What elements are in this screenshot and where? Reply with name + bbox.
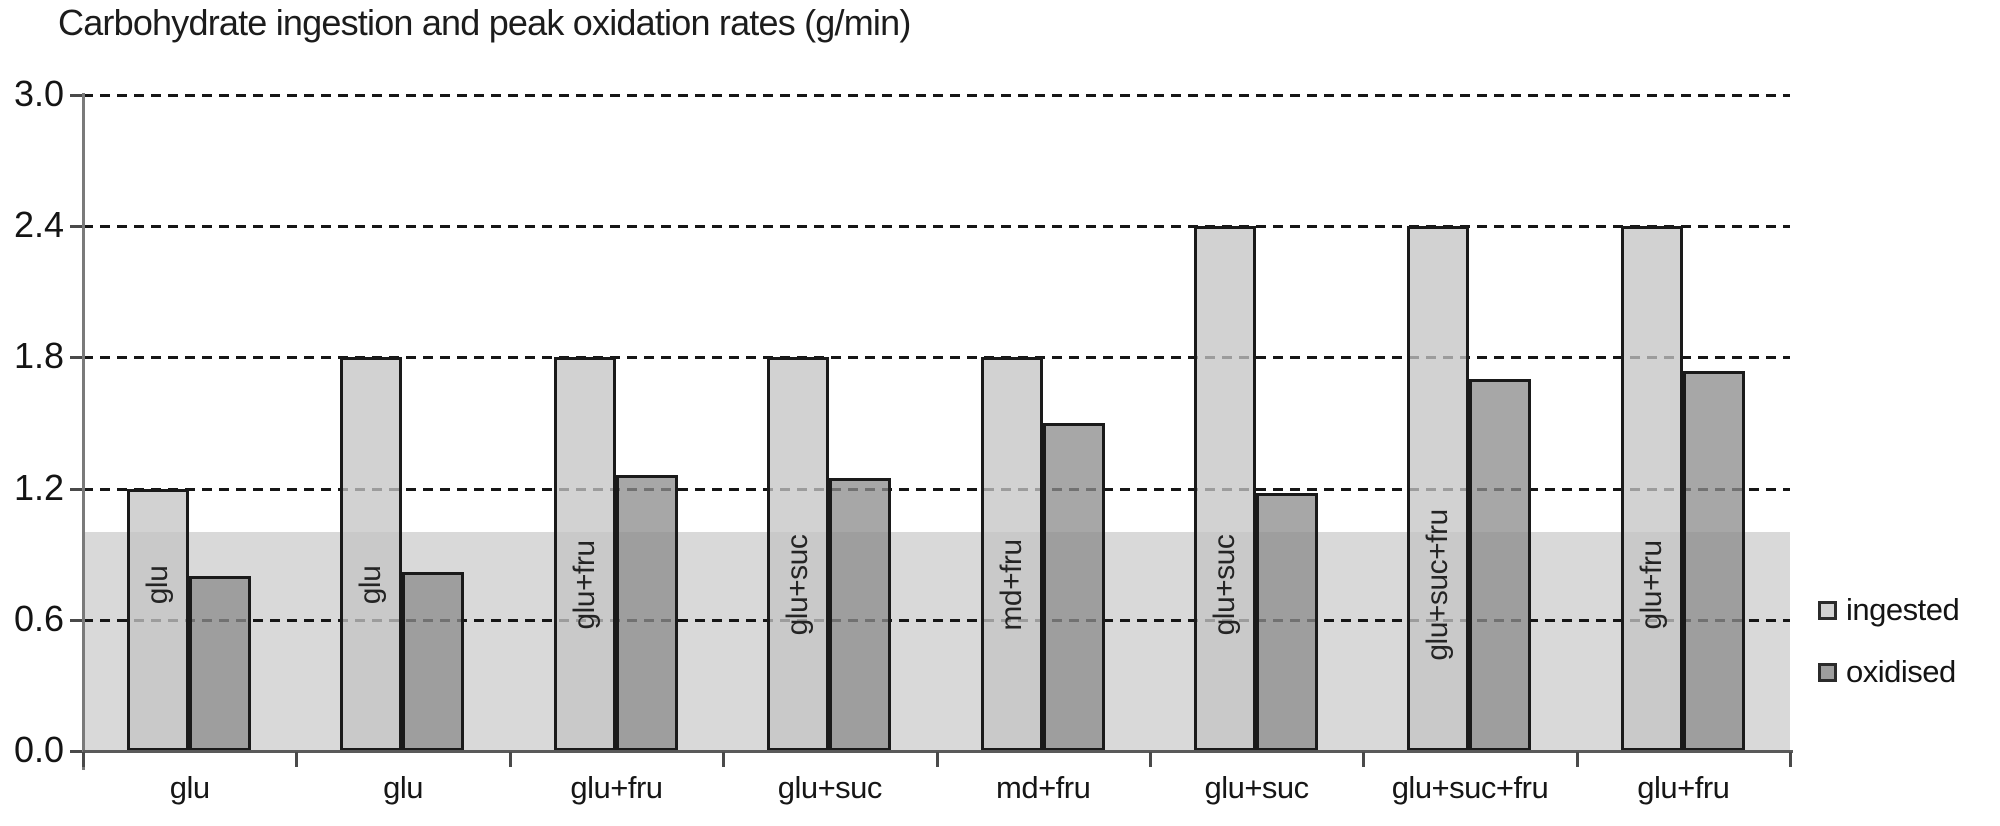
in-bar-label: glu <box>354 565 387 605</box>
x-axis-tick <box>82 752 85 767</box>
oxidised-bar <box>189 576 251 751</box>
ingested-bar <box>1407 226 1469 751</box>
x-category-label: glu+suc <box>1204 770 1309 805</box>
y-tick-label: 0.0 <box>13 729 64 770</box>
y-tick-label: 1.2 <box>13 466 64 508</box>
x-axis-tick <box>295 752 298 767</box>
y-axis-tick <box>70 487 83 491</box>
x-axis-tick <box>936 752 939 767</box>
gridline <box>83 618 1790 622</box>
x-category-label: glu+suc <box>777 770 883 805</box>
ingested-swatch-icon <box>1818 600 1837 620</box>
gridline <box>83 487 1790 491</box>
in-bar-label: glu+suc <box>781 534 814 636</box>
ingested-bar <box>767 357 829 751</box>
y-axis-tick <box>70 618 83 622</box>
legend-label-oxidised: oxidised <box>1846 654 1956 689</box>
y-axis-tick <box>70 225 83 229</box>
oxidised-swatch-icon <box>1818 662 1837 682</box>
x-axis-tick <box>1149 752 1152 767</box>
x-axis-tick <box>1576 752 1579 767</box>
oxidised-bar <box>1043 423 1105 751</box>
gridline <box>83 225 1790 229</box>
x-axis-tick <box>509 752 512 767</box>
oxidised-bar <box>829 477 891 751</box>
in-bar-label: glu+suc <box>1208 534 1241 636</box>
y-axis-tick <box>70 750 83 753</box>
x-category-label: glu <box>383 770 423 805</box>
y-tick-label: 2.4 <box>13 204 64 246</box>
gridline <box>83 356 1790 360</box>
x-axis-tick <box>1789 752 1792 767</box>
legend-item-oxidised: oxidised <box>1818 654 1959 690</box>
x-category-label: glu <box>169 770 210 805</box>
y-axis-tick <box>70 356 83 360</box>
x-category-label: md+fru <box>996 770 1091 805</box>
ingested-bar <box>554 357 616 751</box>
y-tick-label: 1.8 <box>13 335 64 377</box>
ingested-bar <box>127 488 189 751</box>
gridline <box>83 94 1790 97</box>
oxidised-bar <box>402 571 464 751</box>
chart-title: Carbohydrate ingestion and peak oxidatio… <box>58 2 911 43</box>
legend: ingested oxidised <box>1818 592 1960 716</box>
ingested-bar <box>340 357 402 751</box>
ingested-bar <box>1194 226 1256 751</box>
in-bar-label: glu <box>141 565 174 605</box>
ingested-bar <box>981 357 1043 751</box>
x-category-label: glu+suc+fru <box>1391 770 1549 805</box>
in-bar-label: glu+fru <box>1635 540 1668 630</box>
legend-label-ingested: ingested <box>1846 592 1960 627</box>
ingested-bar <box>1621 226 1683 751</box>
y-axis-tick <box>70 94 83 97</box>
in-bar-label: md+fru <box>995 539 1028 631</box>
oxidised-bar <box>1469 379 1531 751</box>
oxidised-bar <box>616 475 678 751</box>
x-category-label: glu+fru <box>570 770 663 805</box>
in-bar-label: glu+suc+fru <box>1421 509 1454 661</box>
y-tick-label: 0.6 <box>13 597 64 639</box>
x-axis-tick <box>1362 752 1365 767</box>
oxidised-bar <box>1683 370 1745 751</box>
legend-item-ingested: ingested <box>1818 592 1960 628</box>
oxidised-bar <box>1256 492 1318 751</box>
x-axis-tick <box>722 752 725 767</box>
x-category-label: glu+fru <box>1637 770 1730 805</box>
y-tick-label: 3.0 <box>13 73 64 114</box>
in-bar-label: glu+fru <box>568 540 601 630</box>
x-axis-line <box>83 750 1793 753</box>
y-axis-line <box>82 93 85 770</box>
